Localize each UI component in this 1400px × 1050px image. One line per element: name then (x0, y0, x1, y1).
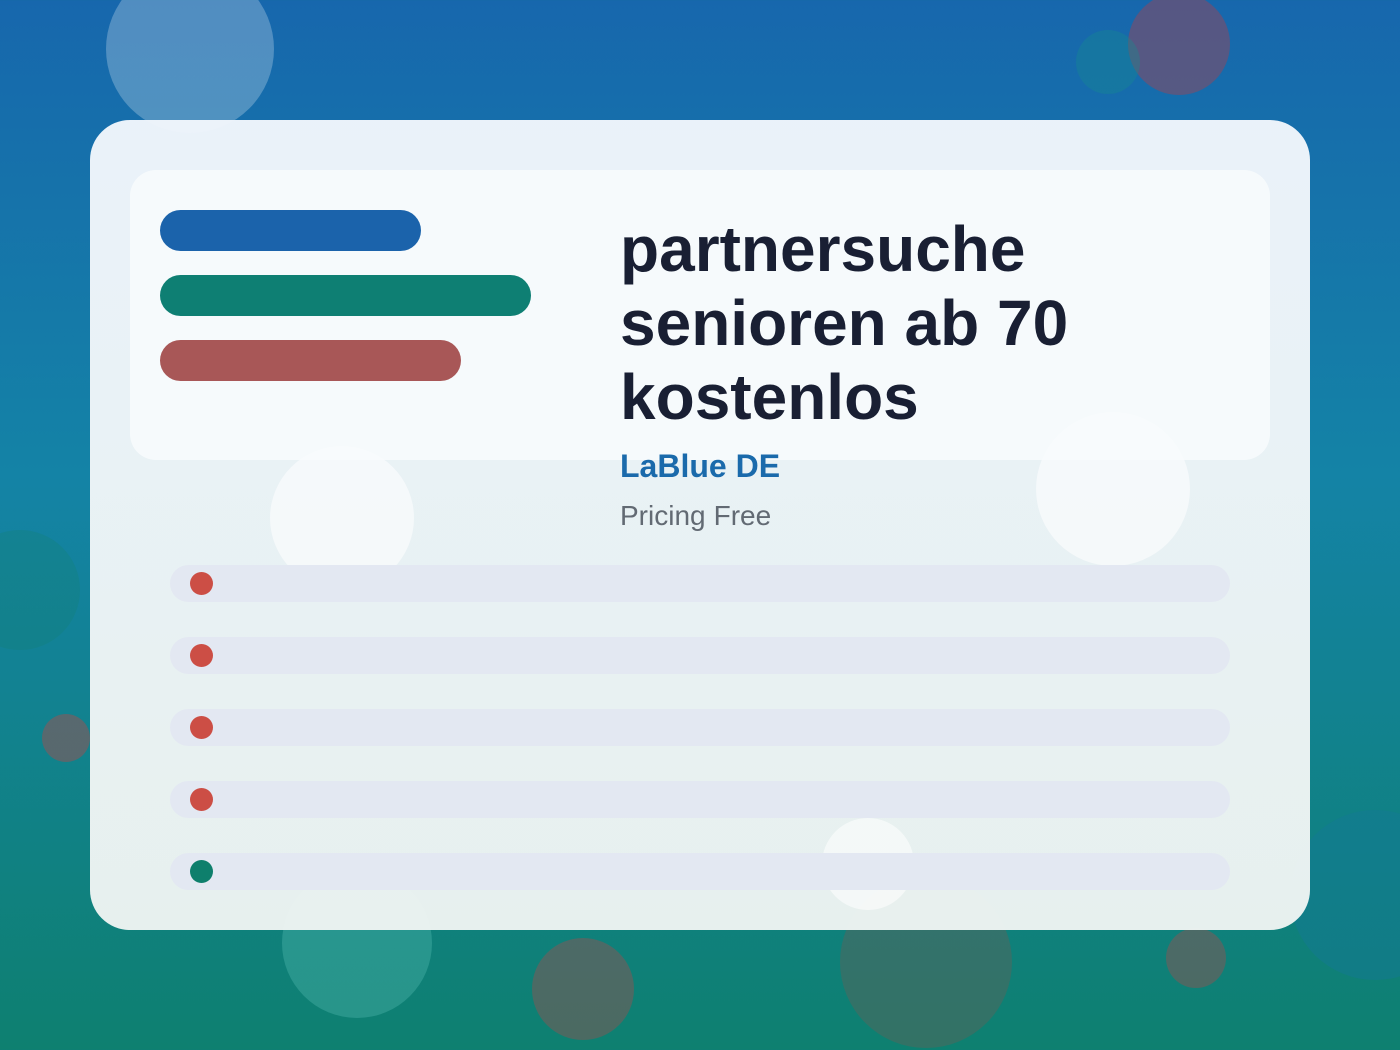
background-bubble (1076, 30, 1140, 94)
list-item (170, 853, 1230, 890)
background-bubble (1128, 0, 1230, 95)
decorative-bar-blue (160, 210, 421, 251)
list-item (170, 781, 1230, 818)
list-item (170, 637, 1230, 674)
background-bubble (1166, 928, 1226, 988)
pricing-value: Free (713, 500, 772, 531)
decorative-bar-red (160, 340, 461, 381)
info-card: partnersuche senioren ab 70 kostenlos La… (90, 120, 1310, 930)
hero-panel (130, 170, 1270, 460)
background-bubble (532, 938, 634, 1040)
list-item (170, 709, 1230, 746)
feature-list (170, 565, 1230, 925)
status-dot-icon (190, 716, 213, 739)
status-dot-icon (190, 788, 213, 811)
status-dot-icon (190, 644, 213, 667)
pricing-label: Pricing (620, 500, 706, 531)
background-bubble (0, 530, 80, 650)
status-dot-icon (190, 860, 213, 883)
brand-name: LaBlue DE (620, 448, 781, 484)
background-bubble (106, 0, 274, 133)
list-item (170, 565, 1230, 602)
background-bubble (42, 714, 90, 762)
decorative-bar-green (160, 275, 531, 316)
pricing-line: Pricing Free (620, 500, 771, 532)
page-title: partnersuche senioren ab 70 kostenlos (620, 213, 1069, 433)
status-dot-icon (190, 572, 213, 595)
